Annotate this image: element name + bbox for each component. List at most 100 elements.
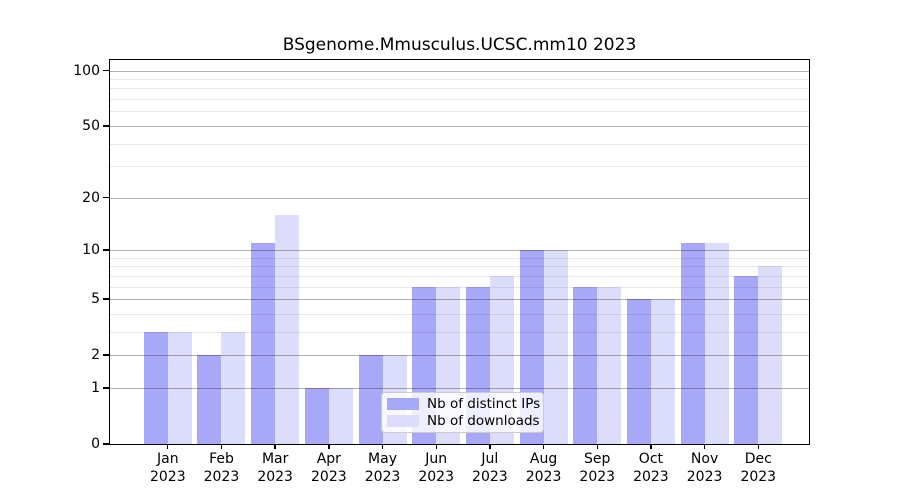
bar-feb-ips	[197, 355, 222, 444]
y-tick-label-0: 0	[91, 436, 100, 452]
x-tick-label-nov: Nov 2023	[670, 451, 740, 486]
bar-dec-ips	[734, 275, 759, 444]
bar-apr-downloads	[328, 387, 353, 444]
x-tick-mark-jul	[489, 444, 491, 449]
year-label: 2023	[686, 468, 723, 485]
minor-gridline-8	[110, 266, 809, 268]
month-label: May	[368, 451, 397, 467]
year-label: 2023	[203, 468, 240, 485]
month-label: Sep	[584, 451, 611, 467]
year-label: 2023	[364, 468, 401, 485]
major-gridline-1	[110, 387, 809, 390]
bar-nov-ips	[680, 242, 705, 444]
minor-gridline-60	[110, 111, 809, 113]
minor-gridline-90	[110, 79, 809, 81]
legend-entry-downloads: Nb of downloads	[387, 413, 540, 429]
chart-title: BSgenome.Mmusculus.UCSC.mm10 2023	[282, 35, 637, 55]
major-gridline-100	[110, 70, 809, 72]
legend-label: Nb of distinct IPs	[427, 396, 541, 412]
x-tick-label-jul: Jul 2023	[455, 451, 525, 486]
y-tick-label-2: 2	[91, 347, 100, 364]
bar-dec-downloads	[758, 266, 783, 444]
bar-nov-downloads	[704, 242, 729, 444]
x-tick-label-sep: Sep 2023	[562, 451, 632, 486]
major-gridline-5	[110, 299, 809, 301]
x-tick-mark-oct	[650, 444, 652, 449]
month-label: Feb	[209, 451, 234, 467]
bar-apr-ips	[304, 387, 329, 444]
y-tick-label-5: 5	[91, 291, 100, 308]
x-tick-mark-jun	[435, 444, 437, 449]
minor-gridline-40	[110, 143, 809, 145]
x-tick-mark-sep	[596, 444, 598, 449]
x-tick-mark-aug	[542, 444, 545, 449]
legend-entry-ips: Nb of distinct IPs	[387, 396, 541, 412]
major-gridline-50	[110, 125, 809, 128]
bar-sep-ips	[573, 286, 598, 444]
y-tick-label-20: 20	[82, 189, 100, 206]
bar-oct-ips	[626, 299, 651, 444]
bar-jan-downloads	[167, 331, 192, 444]
y-tick-mark-0	[103, 443, 109, 445]
month-label: Dec	[744, 451, 772, 467]
minor-gridline-4	[110, 313, 809, 315]
month-label: Aug	[529, 451, 558, 467]
x-tick-mark-mar	[274, 444, 276, 449]
x-tick-mark-may	[381, 444, 384, 449]
bar-sep-downloads	[597, 286, 622, 444]
legend-label: Nb of downloads	[427, 413, 540, 429]
y-tick-label-100: 100	[73, 62, 100, 79]
minor-gridline-3	[110, 331, 809, 333]
legend-swatch-downloads	[387, 415, 419, 427]
x-tick-label-aug: Aug 2023	[509, 451, 579, 486]
month-label: Jun	[425, 451, 448, 467]
x-tick-label-oct: Oct 2023	[616, 451, 686, 486]
month-label: Oct	[638, 451, 664, 467]
y-tick-mark-5	[103, 298, 109, 300]
bar-may-ips	[358, 355, 383, 444]
year-label: 2023	[633, 468, 669, 485]
month-label: Jul	[481, 451, 499, 467]
y-tick-mark-10	[103, 249, 109, 251]
x-tick-label-mar: Mar 2023	[240, 451, 310, 486]
y-tick-label-50: 50	[82, 117, 100, 134]
x-tick-label-dec: Dec 2023	[723, 451, 793, 486]
x-tick-mark-jan	[167, 444, 169, 449]
year-label: 2023	[418, 468, 454, 485]
month-label: Jan	[157, 451, 179, 467]
year-label: 2023	[311, 468, 347, 485]
y-tick-mark-50	[103, 125, 109, 127]
bar-oct-downloads	[650, 299, 675, 444]
year-label: 2023	[740, 468, 777, 485]
bar-jan-ips	[143, 331, 168, 444]
plot-area: Nb of distinct IPs Nb of downloads	[110, 60, 809, 444]
x-tick-label-feb: Feb 2023	[186, 451, 256, 486]
month-label: Nov	[690, 451, 719, 467]
year-label: 2023	[257, 468, 293, 485]
x-tick-mark-apr	[328, 444, 330, 449]
year-label: 2023	[472, 468, 508, 485]
legend: Nb of distinct IPs Nb of downloads	[381, 392, 544, 433]
minor-gridline-7	[110, 275, 809, 277]
x-tick-label-may: May 2023	[348, 451, 418, 486]
legend-swatch-ips	[387, 398, 419, 410]
y-tick-label-10: 10	[82, 241, 100, 258]
x-tick-mark-nov	[703, 444, 706, 449]
bar-mar-ips	[251, 242, 276, 444]
x-tick-label-jun: Jun 2023	[401, 451, 471, 486]
y-tick-label-1: 1	[91, 379, 100, 396]
year-label: 2023	[579, 468, 616, 485]
x-tick-mark-dec	[757, 444, 759, 449]
month-label: Apr	[316, 451, 341, 467]
minor-gridline-80	[110, 88, 809, 90]
x-tick-label-jan: Jan 2023	[133, 451, 203, 486]
minor-gridline-6	[110, 286, 809, 288]
x-tick-label-apr: Apr 2023	[294, 451, 364, 486]
bar-feb-downloads	[221, 331, 246, 444]
bar-aug-downloads	[543, 249, 568, 444]
minor-gridline-70	[110, 99, 809, 101]
major-gridline-10	[110, 249, 809, 252]
bar-mar-downloads	[275, 214, 300, 444]
major-gridline-20	[110, 197, 809, 199]
